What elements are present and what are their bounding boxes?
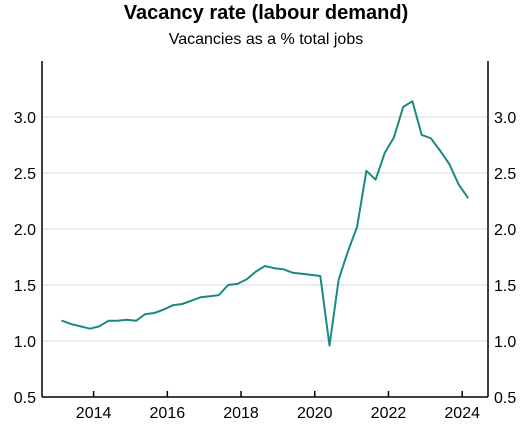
series-line [61,100,469,347]
x-tick-label: 2014 [76,405,112,422]
x-tick-label: 2022 [371,405,407,422]
y-tick-label-left: 2.5 [14,166,36,183]
gridlines [42,116,488,342]
y-tick-label-right: 1.0 [494,334,516,351]
chart-title: Vacancy rate (labour demand) [123,2,409,24]
x-tick-label: 2024 [444,405,480,422]
y-tick-label-left: 1.0 [14,334,36,351]
y-tick-label-left: 3.0 [14,110,36,127]
plot-frame [41,61,489,398]
x-tick-label: 2018 [223,405,259,422]
x-tick-label: 2016 [150,405,186,422]
y-tick-label-left: 1.5 [14,278,36,295]
y-tick-label-left: 0.5 [14,390,36,407]
series-layer [61,100,469,347]
y-tick-label-left: 2.0 [14,222,36,239]
axis-ticks: 0.5 0.5 1.0 1.0 1.5 1.5 2.0 2.0 2.5 2.5 3.0 3.0 2014… [14,110,517,422]
y-tick-label-right: 2.0 [494,222,516,239]
y-tick-label-right: 0.5 [494,390,516,407]
y-tick-label-right: 2.5 [494,166,516,183]
chart-subtitle: Vacancies as a % total jobs [168,31,364,48]
y-tick-label-right: 1.5 [494,278,516,295]
x-tick-label: 2020 [297,405,333,422]
y-tick-label-right: 3.0 [494,110,516,127]
